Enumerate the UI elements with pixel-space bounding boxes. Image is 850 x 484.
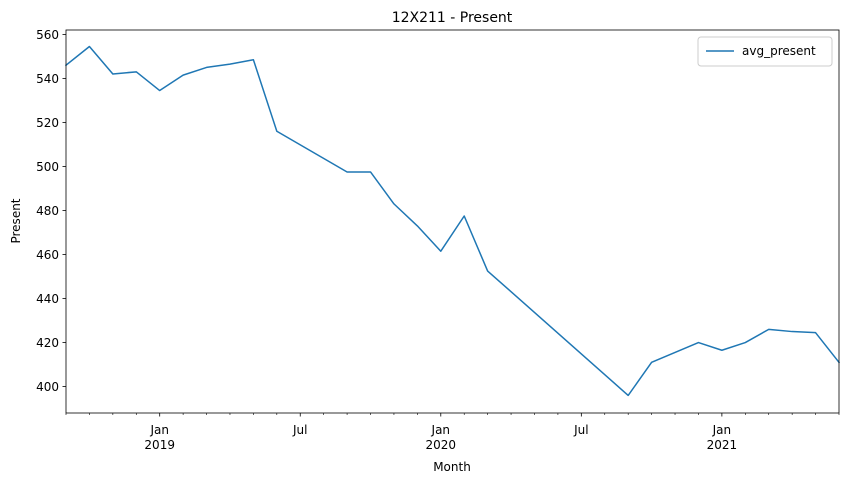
- y-axis: 400 420 440 460 480 500 520 540 560: [36, 28, 66, 394]
- x-tick-label: Jan: [712, 423, 732, 437]
- series-line-avg-present: [64, 45, 841, 397]
- y-tick-label: 560: [36, 28, 59, 42]
- plot-frame: [65, 29, 840, 414]
- y-tick-label: 480: [36, 204, 59, 218]
- y-tick-label: 420: [36, 336, 59, 350]
- y-tick-label: 520: [36, 116, 59, 130]
- y-tick-label: 460: [36, 248, 59, 262]
- legend-box: [697, 36, 833, 67]
- x-tick-year-label: 2021: [707, 438, 738, 452]
- legend: avg_present: [697, 36, 833, 67]
- legend-label-avg-present: avg_present: [742, 44, 816, 58]
- x-tick-year-label: 2019: [144, 438, 175, 452]
- y-tick-label: 400: [36, 380, 59, 394]
- x-tick-label: Jul: [292, 423, 307, 437]
- y-tick-label: 440: [36, 292, 59, 306]
- chart-title: 12X211 - Present: [392, 10, 513, 26]
- x-axis-title: Month: [433, 460, 471, 474]
- x-tick-label: Jan: [149, 423, 169, 437]
- y-tick-label: 500: [36, 160, 59, 174]
- y-axis-title: Present: [9, 198, 23, 243]
- y-tick-label: 540: [36, 72, 59, 86]
- x-tick-year-label: 2020: [426, 438, 457, 452]
- series-layer: [64, 45, 841, 397]
- x-tick-label: Jul: [573, 423, 588, 437]
- x-tick-label: Jan: [431, 423, 451, 437]
